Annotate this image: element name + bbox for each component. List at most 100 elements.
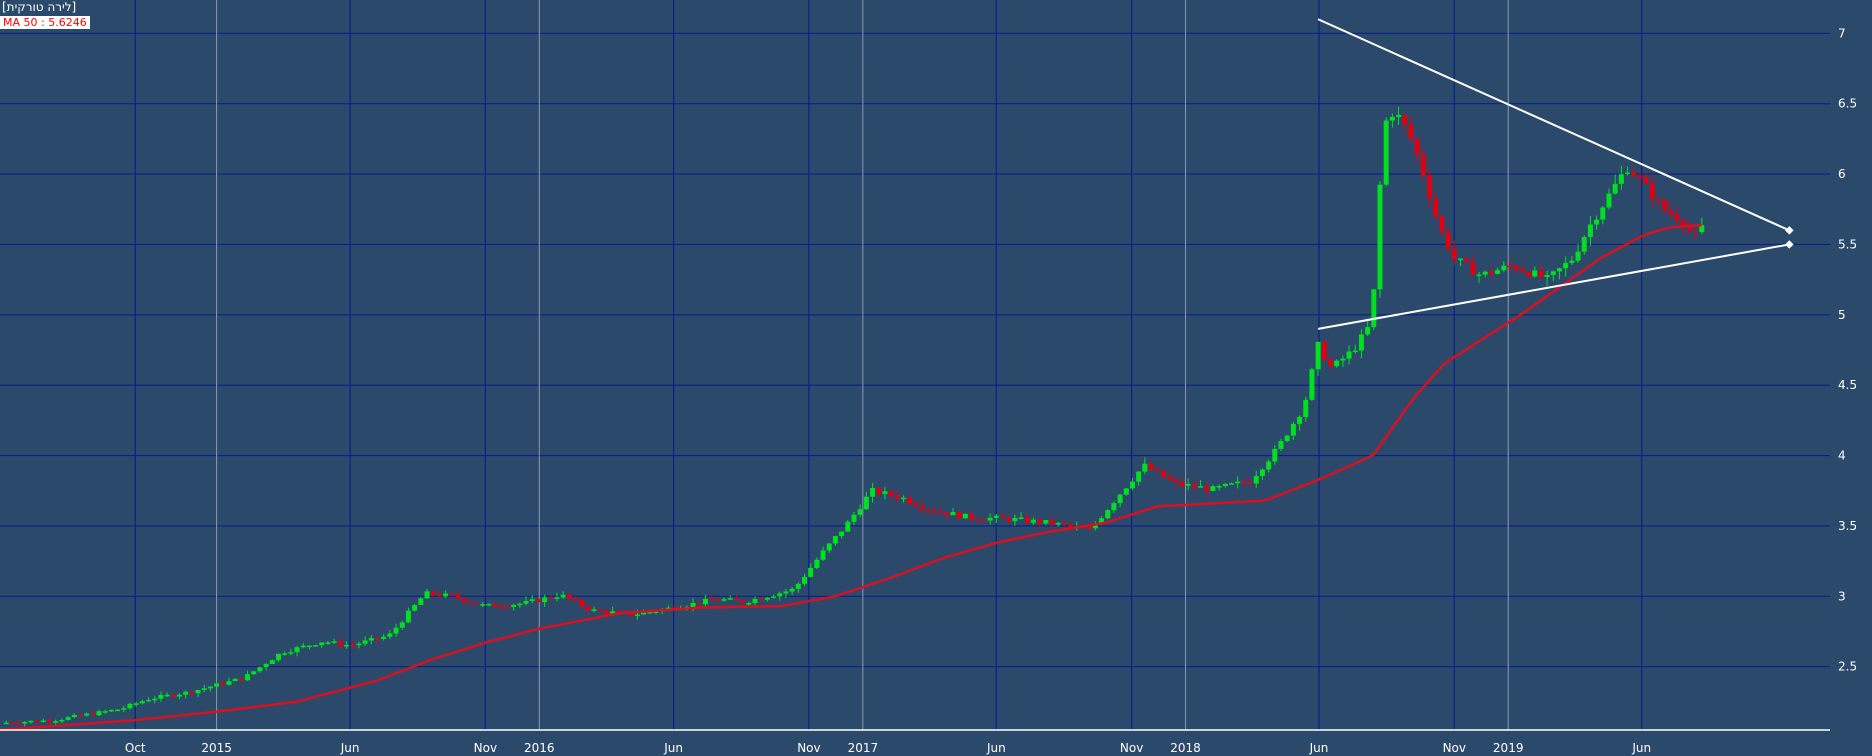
candle-body: [641, 612, 647, 615]
candle-body: [133, 703, 139, 705]
candle-body: [40, 720, 46, 722]
candle-body: [950, 512, 956, 516]
candle-body: [492, 603, 498, 607]
candle-body: [47, 720, 53, 722]
y-tick-label: 7: [1838, 26, 1846, 40]
candle-body: [381, 636, 387, 639]
candle-body: [882, 491, 888, 495]
x-tick-label: Jun: [663, 741, 683, 755]
candle-body: [1030, 519, 1036, 523]
candle-body: [1402, 115, 1408, 125]
candle-body: [214, 683, 220, 687]
candle-body: [1241, 481, 1247, 483]
y-tick-label: 2.5: [1838, 660, 1857, 674]
candle-body: [443, 593, 449, 597]
candle-body: [1334, 360, 1340, 367]
candle-body: [1253, 475, 1259, 484]
y-tick-label: 6: [1838, 167, 1846, 181]
candle-body: [1024, 517, 1030, 523]
candle-body: [1631, 172, 1637, 177]
x-tick-label: 2018: [1170, 741, 1201, 755]
candle-body: [591, 609, 597, 611]
candle-body: [1006, 517, 1012, 522]
candle-body: [1061, 522, 1067, 525]
candle-body: [1092, 523, 1098, 529]
candle-body: [245, 674, 251, 681]
candle-body: [368, 637, 374, 641]
candle-body: [461, 598, 467, 602]
candle-body: [1668, 210, 1674, 215]
candle-body: [925, 509, 931, 512]
x-tick-label: Jun: [1309, 741, 1329, 755]
candle-body: [1532, 270, 1538, 277]
candle-body: [1290, 423, 1296, 436]
candle-body: [176, 694, 182, 697]
candle-body: [1222, 483, 1228, 487]
candle-body: [127, 703, 133, 709]
candle-body: [96, 711, 102, 716]
candle-body: [1600, 207, 1606, 220]
candle-body: [870, 487, 876, 497]
candle-body: [152, 698, 158, 701]
candle-body: [795, 583, 801, 589]
candle-body: [1049, 519, 1055, 525]
candle-body: [1544, 274, 1550, 278]
candle-body: [752, 599, 758, 604]
candle-body: [22, 721, 28, 724]
candle-body: [436, 594, 442, 597]
candle-body: [232, 678, 238, 682]
candle-body: [1569, 260, 1575, 263]
candle-body: [616, 611, 622, 613]
candle-body: [993, 515, 999, 518]
candle-body: [71, 714, 77, 718]
candle-body: [771, 596, 777, 598]
y-tick-label: 6.5: [1838, 97, 1857, 111]
candle-body: [412, 604, 418, 611]
candle-body: [498, 606, 504, 609]
x-tick-label: Oct: [125, 741, 146, 755]
candle-body: [1210, 486, 1216, 491]
candle-body: [894, 495, 900, 499]
candle-body: [1662, 200, 1668, 211]
candle-body: [740, 600, 746, 604]
candle-body: [1068, 524, 1074, 527]
candle-body: [1637, 176, 1643, 178]
candle-body: [919, 506, 925, 510]
candle-body: [1439, 216, 1445, 232]
candle-body: [511, 604, 517, 607]
candle-body: [1123, 488, 1129, 495]
candle-body: [523, 600, 529, 604]
candle-body: [1284, 435, 1290, 442]
candle-body: [121, 708, 127, 710]
candles: [3, 106, 1705, 727]
candle-body: [1396, 115, 1402, 117]
candle-body: [3, 722, 9, 725]
candle-body: [1371, 289, 1377, 328]
ma-line: [0, 223, 1702, 732]
candle-body: [189, 691, 195, 694]
candle-body: [820, 550, 826, 560]
candle-body: [1501, 265, 1507, 271]
candle-body: [313, 645, 319, 647]
candle-body: [1451, 248, 1457, 259]
candle-body: [548, 597, 554, 599]
candle-body: [207, 686, 213, 689]
candle-body: [888, 491, 894, 496]
grid: [0, 0, 1830, 730]
candle-body: [1383, 120, 1389, 185]
trendline: [1317, 243, 1790, 330]
candle-body: [294, 647, 300, 653]
candle-body: [424, 591, 430, 599]
candle-body: [938, 512, 944, 514]
candle-body: [665, 607, 671, 610]
candle-body: [282, 653, 288, 655]
legend-title: [לירה טורקית]: [2, 0, 77, 14]
candle-body: [702, 598, 708, 605]
candle-body: [1055, 522, 1061, 525]
candle-body: [1043, 519, 1049, 524]
legend: [לירה טורקית] MA 50 : 5.6246: [0, 0, 90, 30]
candle-body: [1154, 469, 1160, 472]
candle-body: [1389, 116, 1395, 121]
candle-body: [1519, 269, 1525, 272]
candle-body: [238, 678, 244, 681]
